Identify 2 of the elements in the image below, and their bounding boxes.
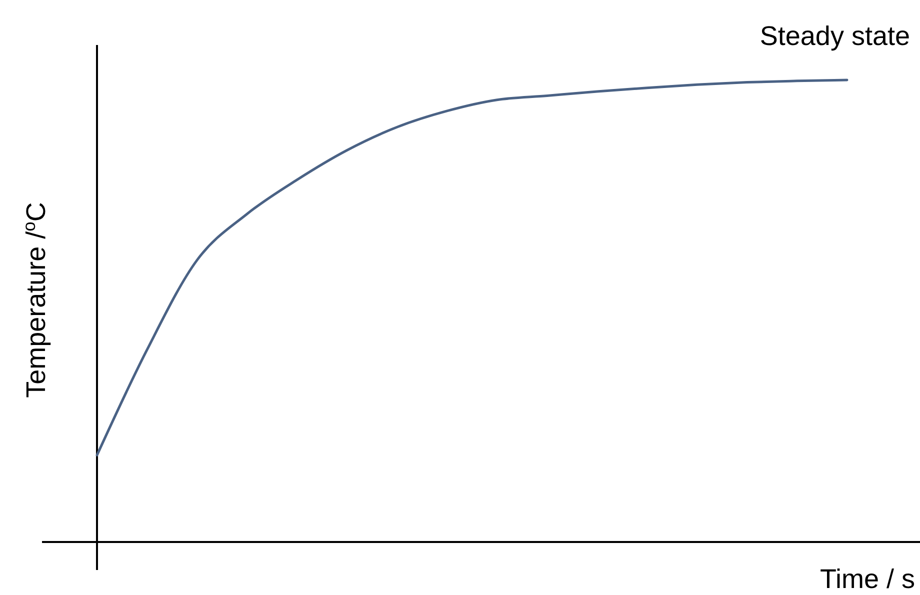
text: Steady state	[760, 21, 910, 51]
x-axis-title: Time / s	[820, 564, 915, 594]
